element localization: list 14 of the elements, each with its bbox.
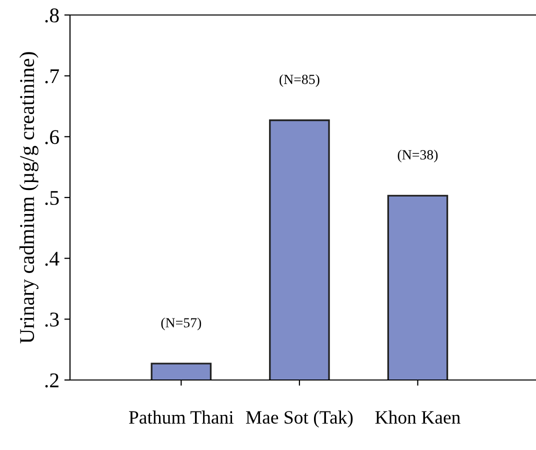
y-tick-label: .2 <box>45 373 58 388</box>
y-tick-label: .7 <box>45 69 59 84</box>
x-tick-label: Pathum Thani <box>129 410 234 424</box>
y-axis-title: Urinary cadmium (µg/g creatinine) <box>19 52 38 344</box>
y-tick-label: .6 <box>45 130 59 144</box>
y-tick-label: .3 <box>45 312 59 327</box>
y-tick-label: .4 <box>45 252 60 266</box>
annotation: (N=85) <box>280 74 320 87</box>
annotation: (N=57) <box>161 318 202 330</box>
y-tick-label: .5 <box>45 191 59 206</box>
annotation: (N=38) <box>398 150 438 162</box>
y-tick-label: .8 <box>45 8 59 23</box>
x-tick-label: Mae Sot (Tak) <box>246 410 353 428</box>
x-tick-label: Khon Kaen <box>375 410 460 424</box>
